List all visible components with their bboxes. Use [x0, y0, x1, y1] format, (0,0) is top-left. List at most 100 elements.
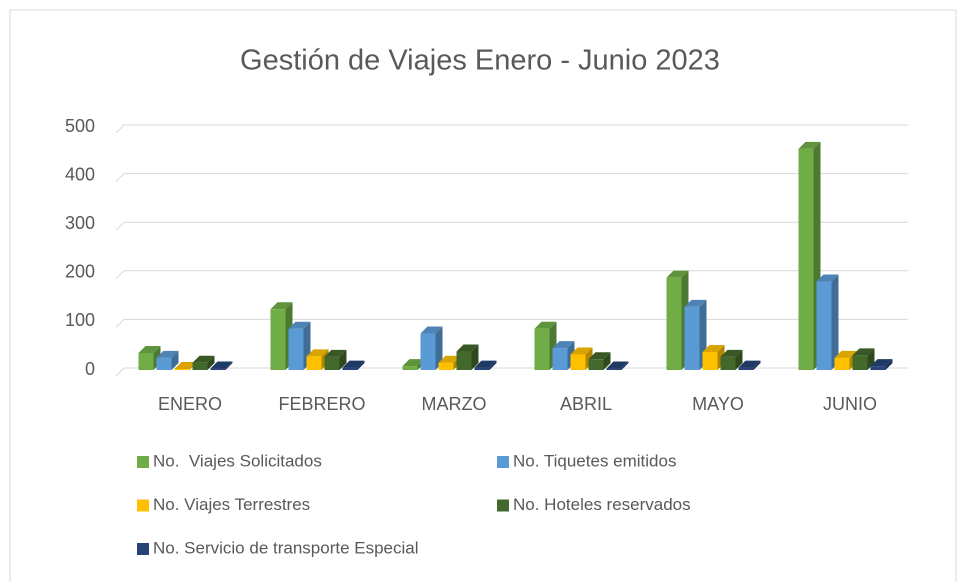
bar — [720, 349, 743, 370]
bar-face — [606, 368, 622, 370]
bar-face — [402, 359, 425, 367]
bar-face — [666, 270, 689, 278]
bar-face — [174, 362, 197, 370]
bar-face — [816, 274, 839, 282]
legend-label: No. Hoteles reservados — [513, 495, 691, 514]
bar-face — [870, 366, 886, 370]
bar — [324, 349, 347, 370]
x-tick-label: FEBRERO — [278, 394, 365, 414]
bar — [606, 361, 629, 370]
bar-face — [270, 302, 293, 310]
y-tick-label: 100 — [65, 310, 95, 330]
bar-face — [552, 341, 575, 349]
bar-face — [753, 360, 761, 370]
bar-face — [588, 352, 611, 360]
bar-face — [171, 350, 179, 370]
bar-face — [834, 350, 857, 358]
y-tick-label: 300 — [65, 213, 95, 233]
legend-label: No. Viajes Terrestres — [153, 495, 310, 514]
bar-face — [357, 360, 365, 370]
bar-face — [684, 299, 707, 307]
bar-face — [339, 349, 347, 370]
bar-face — [156, 350, 179, 358]
bar-face — [435, 326, 443, 370]
bar-face — [438, 355, 461, 363]
bar-face — [738, 360, 761, 368]
bar-face — [210, 361, 233, 369]
x-tick-label: JUNIO — [823, 394, 877, 414]
bar — [738, 360, 761, 370]
bar-face — [138, 352, 154, 370]
x-tick-label: MARZO — [422, 394, 487, 414]
grid-line — [115, 221, 908, 231]
bar-face — [852, 348, 875, 356]
bar-face — [207, 355, 215, 370]
bar-face — [288, 321, 311, 329]
bar-face — [852, 355, 868, 370]
bar — [342, 360, 365, 370]
bar — [870, 359, 893, 370]
x-tick-label: ENERO — [158, 394, 222, 414]
grid-line — [115, 173, 908, 182]
bar-face — [534, 328, 550, 370]
bar-face — [225, 361, 233, 370]
bar-face — [306, 356, 322, 370]
bar-face — [570, 354, 586, 370]
bar-face — [603, 352, 611, 370]
grid-line — [115, 367, 908, 377]
bar-face — [420, 326, 443, 334]
bar-face — [885, 359, 893, 370]
legend-swatch — [137, 456, 149, 468]
legend-swatch — [137, 543, 149, 555]
bar-face — [738, 367, 754, 370]
bar-face — [534, 321, 557, 329]
bar-face — [306, 349, 329, 357]
bar-face — [456, 344, 479, 352]
bar-face — [324, 349, 347, 357]
bar-face — [702, 345, 725, 353]
bar-face — [342, 367, 358, 370]
bar-face — [489, 360, 497, 370]
bar — [816, 274, 839, 370]
bar-face — [210, 368, 226, 370]
grid-line — [115, 318, 908, 328]
bar-face — [270, 309, 286, 370]
bar-face — [798, 148, 814, 370]
bar-face — [831, 274, 839, 370]
legend-label: No. Viajes Solicitados — [153, 451, 322, 470]
bar — [474, 360, 497, 370]
bar — [192, 355, 215, 370]
legend-label: No. Tiquetes emitidos — [513, 451, 676, 470]
bar-face — [138, 345, 161, 353]
bar — [570, 347, 593, 370]
bar-face — [324, 356, 340, 370]
bar — [456, 344, 479, 370]
bar-face — [834, 357, 850, 370]
bar-face — [474, 367, 490, 370]
bar-face — [606, 361, 629, 369]
bar-face — [402, 366, 418, 370]
bar-face — [156, 357, 172, 370]
x-tick-label: ABRIL — [560, 394, 612, 414]
bar-face — [720, 356, 736, 370]
chart-title: Gestión de Viajes Enero - Junio 2023 — [240, 45, 720, 77]
bar-face — [720, 349, 743, 357]
bar — [210, 361, 233, 370]
bar — [420, 326, 443, 370]
bar-face — [735, 349, 743, 370]
legend-swatch — [137, 499, 149, 512]
y-tick-label: 200 — [65, 262, 95, 282]
legend-swatch — [497, 456, 509, 468]
y-tick-label: 400 — [65, 164, 95, 184]
bar-face — [288, 328, 304, 370]
bar-face — [342, 360, 365, 368]
bar-face — [552, 348, 568, 370]
bar — [306, 349, 329, 370]
bar-face — [798, 141, 821, 149]
bar-face — [192, 355, 215, 363]
bar-face — [870, 359, 893, 367]
chart-frame — [9, 9, 957, 587]
bar-face — [702, 352, 718, 370]
bar-face — [621, 361, 629, 370]
